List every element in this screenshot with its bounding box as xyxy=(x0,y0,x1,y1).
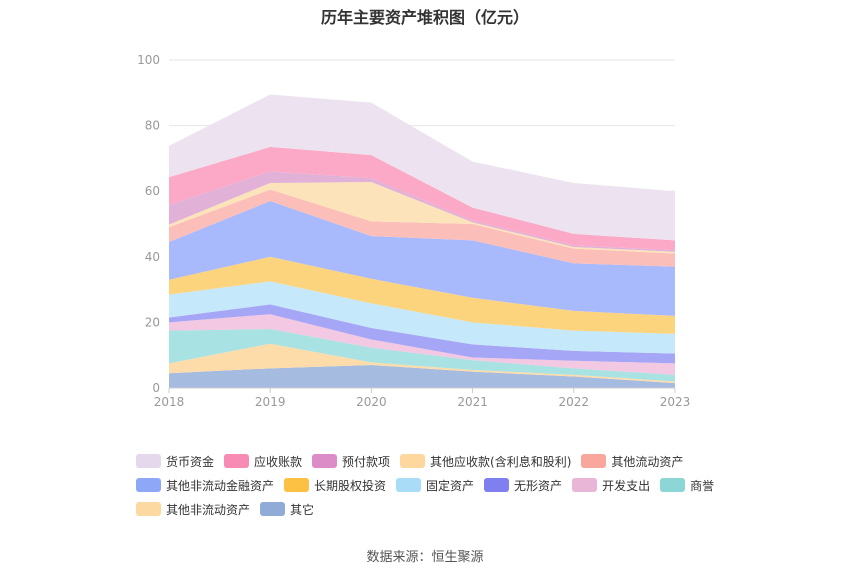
chart-title: 历年主要资产堆积图（亿元） xyxy=(320,8,529,27)
y-tick-label: 60 xyxy=(145,184,160,198)
legend-label: 长期股权投资 xyxy=(314,478,387,493)
x-tick-label: 2021 xyxy=(457,395,488,409)
legend-swatch xyxy=(312,454,338,468)
legend-item[interactable]: 货币资金 xyxy=(136,453,214,470)
legend-label: 固定资产 xyxy=(426,478,475,493)
y-tick-label: 100 xyxy=(137,53,160,67)
legend-swatch xyxy=(572,478,598,492)
legend-item[interactable]: 无形资产 xyxy=(484,477,562,494)
legend-label: 无形资产 xyxy=(514,478,563,493)
area-series-5 xyxy=(169,281,675,354)
legend-item[interactable]: 应收账款 xyxy=(224,453,302,470)
legend-item[interactable]: 其他应收款(含利息和股利) xyxy=(400,453,571,470)
legend-item[interactable]: 长期股权投资 xyxy=(284,477,386,494)
y-tick-label: 80 xyxy=(145,119,160,133)
axes: 0 20 40 60 80 100 2018 2019 2020 2021 2022 2023 xyxy=(137,53,690,409)
legend-row: 其他非流动金融资产 长期股权投资 固定资产 无形资产 开发支出 商誉 xyxy=(136,473,736,497)
x-tick-label: 2022 xyxy=(559,395,590,409)
legend-swatch xyxy=(136,454,161,468)
legend-swatch xyxy=(260,502,286,516)
legend-swatch xyxy=(396,478,422,492)
x-tick-label: 2020 xyxy=(356,395,387,409)
y-tick-label: 20 xyxy=(145,315,160,329)
legend-item[interactable]: 其他非流动资产 xyxy=(136,501,250,518)
legend-swatch xyxy=(136,502,161,516)
legend-swatch xyxy=(660,478,686,492)
area-series-4 xyxy=(169,304,675,364)
area-series-3 xyxy=(169,314,675,375)
area-series-6 xyxy=(169,256,675,334)
area-series-7 xyxy=(169,201,675,316)
legend-swatch xyxy=(136,478,161,492)
area-series xyxy=(169,94,675,388)
x-tick-label: 2018 xyxy=(154,395,185,409)
area-series-12 xyxy=(169,94,675,241)
legend-label: 其他非流动资产 xyxy=(166,502,251,517)
legend-swatch xyxy=(284,478,310,492)
legend-item[interactable]: 开发支出 xyxy=(572,477,650,494)
y-tick-label: 0 xyxy=(152,381,160,395)
legend-item[interactable]: 固定资产 xyxy=(396,477,474,494)
legend-label: 预付款项 xyxy=(342,454,391,469)
legend-item[interactable]: 商誉 xyxy=(660,477,714,494)
legend-row: 货币资金 应收账款 预付款项 其他应收款(含利息和股利) 其他流动资产 xyxy=(136,449,736,473)
area-series-1 xyxy=(169,343,675,384)
legend-swatch xyxy=(400,454,426,468)
area-series-9 xyxy=(169,182,675,254)
legend-item[interactable]: 其他流动资产 xyxy=(581,453,683,470)
legend-label: 其它 xyxy=(290,502,315,517)
legend-swatch xyxy=(224,454,250,468)
x-tick-label: 2019 xyxy=(255,395,286,409)
legend-label: 其他应收款(含利息和股利) xyxy=(430,454,572,469)
x-tick-label: 2023 xyxy=(660,395,691,409)
legend-row: 其他非流动资产 其它 xyxy=(136,497,736,521)
legend-swatch xyxy=(484,478,510,492)
area-series-2 xyxy=(169,328,675,382)
legend-label: 其他非流动金融资产 xyxy=(166,478,275,493)
source-note: 数据来源：恒生聚源 xyxy=(366,550,484,565)
legend-label: 开发支出 xyxy=(602,478,651,493)
legend-label: 商誉 xyxy=(690,478,715,493)
y-tick-label: 40 xyxy=(145,250,160,264)
legend-item[interactable]: 其他非流动金融资产 xyxy=(136,477,274,494)
area-series-11 xyxy=(169,146,675,251)
legend-item[interactable]: 其它 xyxy=(260,501,314,518)
legend: 货币资金 应收账款 预付款项 其他应收款(含利息和股利) 其他流动资产其他非流动金融资产… xyxy=(136,449,736,521)
legend-item[interactable]: 预付款项 xyxy=(312,453,390,470)
legend-label: 其他流动资产 xyxy=(611,454,684,469)
legend-label: 货币资金 xyxy=(166,454,215,469)
area-series-0 xyxy=(169,365,675,388)
legend-label: 应收账款 xyxy=(254,454,303,469)
legend-swatch xyxy=(581,454,607,468)
area-series-8 xyxy=(169,189,675,267)
